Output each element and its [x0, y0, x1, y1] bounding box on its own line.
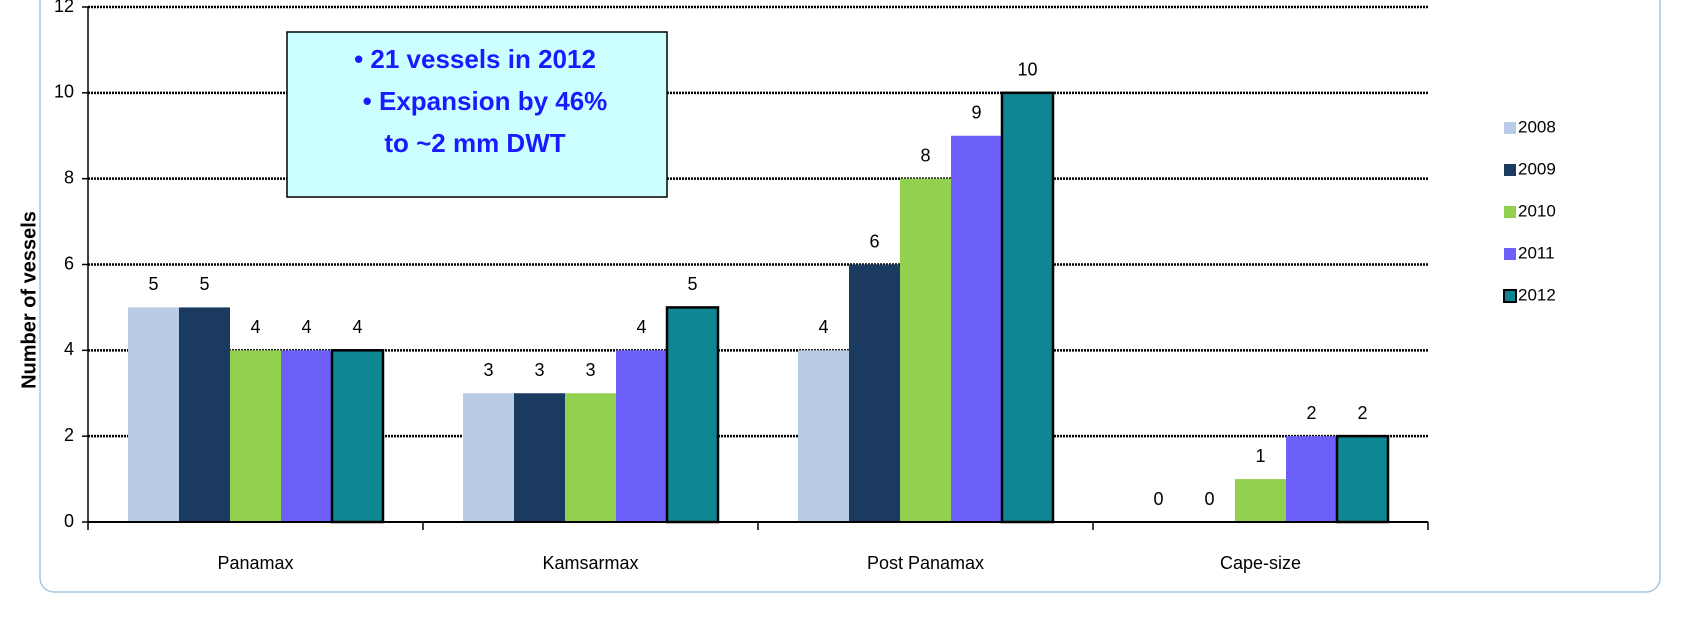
data-label: 4 [818, 317, 828, 337]
data-label: 1 [1255, 446, 1265, 466]
legend-label: 2009 [1518, 159, 1556, 178]
data-label: 5 [199, 274, 209, 294]
data-label: 6 [869, 231, 879, 251]
bar [1286, 436, 1337, 522]
legend-swatch [1503, 289, 1517, 303]
data-label: 3 [585, 360, 595, 380]
y-tick-label: 6 [64, 253, 74, 273]
bar [665, 306, 720, 524]
data-label: 3 [534, 360, 544, 380]
data-label: 4 [636, 317, 646, 337]
y-axis-label: Number of vessels [18, 211, 40, 389]
bar [1000, 91, 1055, 524]
bar [849, 264, 900, 522]
x-tick-label: Post Panamax [867, 553, 984, 573]
bar [798, 350, 849, 522]
legend-label: 2012 [1518, 285, 1556, 304]
data-label: 5 [148, 274, 158, 294]
data-label: 10 [1017, 60, 1037, 80]
data-label: 2 [1357, 403, 1367, 423]
annotation: • 21 vessels in 2012 [354, 44, 596, 74]
legend-swatch [1504, 164, 1516, 176]
y-tick-label: 12 [54, 0, 74, 16]
legend-swatch [1504, 248, 1516, 260]
bar [230, 350, 281, 522]
data-label: 4 [250, 317, 260, 337]
data-label: 4 [301, 317, 311, 337]
legend-swatch [1504, 122, 1516, 134]
x-tick-label: Panamax [217, 553, 293, 573]
data-label: 9 [971, 103, 981, 123]
legend-swatch [1504, 206, 1516, 218]
x-tick-label: Cape-size [1220, 553, 1301, 573]
data-label: 0 [1153, 489, 1163, 509]
y-tick-label: 10 [54, 82, 74, 102]
bar [128, 307, 179, 522]
x-tick-label: Kamsarmax [542, 553, 638, 573]
bar [565, 393, 616, 522]
bar [616, 350, 667, 522]
bar [900, 178, 951, 522]
annotation: • Expansion by 46% [363, 86, 608, 116]
data-label: 0 [1204, 489, 1214, 509]
y-tick-label: 2 [64, 425, 74, 445]
legend-label: 2011 [1518, 243, 1555, 262]
data-label: 3 [483, 360, 493, 380]
bar [179, 307, 230, 522]
legend-label: 2008 [1518, 117, 1556, 136]
bar [281, 350, 332, 522]
bar [463, 393, 514, 522]
y-tick-label: 0 [64, 511, 74, 531]
data-label: 2 [1306, 403, 1316, 423]
bar [951, 135, 1002, 522]
bar [330, 349, 385, 524]
legend-label: 2010 [1518, 201, 1556, 220]
data-label: 8 [920, 145, 930, 165]
annotation: to ~2 mm DWT [384, 128, 565, 158]
data-label: 4 [352, 317, 362, 337]
data-label: 5 [687, 274, 697, 294]
annotation-box [286, 31, 668, 198]
bar [1235, 479, 1286, 522]
y-tick-label: 8 [64, 167, 74, 187]
bar [1335, 434, 1390, 524]
y-tick-label: 4 [64, 339, 74, 359]
bar [514, 393, 565, 522]
